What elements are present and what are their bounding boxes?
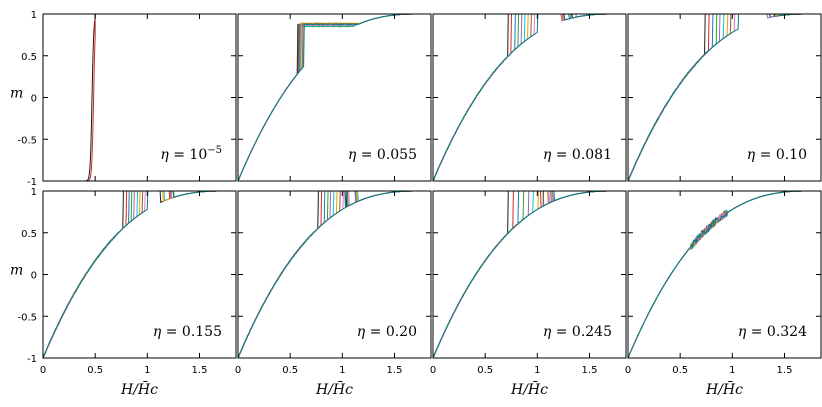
x-tick-label: 1 [534, 365, 540, 376]
y-tick-label: -1 [27, 177, 37, 188]
x-tick-label: 0.5 [477, 365, 493, 376]
x-tick-label: 1.5 [192, 365, 208, 376]
curves-panel-6 [238, 191, 431, 358]
curves-panel-2 [238, 14, 431, 181]
y-tick-label: 0.5 [21, 52, 37, 63]
y-tick-label: 0.5 [21, 229, 37, 240]
x-axis-label: H/H̄c [510, 380, 548, 398]
y-axis-label: m [10, 86, 23, 102]
x-tick-label: 0 [625, 365, 631, 376]
y-axis-label: m [10, 263, 23, 279]
eta-label: η = 0.081 [543, 147, 612, 163]
y-tick-label: 0 [31, 271, 37, 282]
panel-6: 0 0.5 1 1.5 η = 0.20 H/H̄c [235, 190, 432, 398]
curves-panel-8 [628, 191, 821, 358]
curves-panel-4 [628, 14, 821, 181]
series-line [43, 14, 96, 181]
curves-panel-3 [433, 14, 626, 181]
panel-8: 0 0.5 1 1.5 η = 0.324 H/H̄c [625, 190, 822, 398]
series-line [43, 191, 236, 358]
x-tick-label: 1.5 [582, 365, 598, 376]
x-axis-label: H/H̄c [120, 380, 158, 398]
x-tick-label: 1 [339, 365, 345, 376]
y-tick-label: 1 [31, 187, 37, 198]
panel-5: -1 -0.5 0 0.5 1 0 0.5 1 1.5 η = 0.155 m H/H̄c [10, 187, 237, 398]
eta-label: η = 0.10 [747, 147, 807, 163]
eta-label: η = 0.20 [357, 324, 417, 340]
series-line [628, 14, 821, 181]
x-tick-label: 0.5 [282, 365, 298, 376]
series-line [433, 14, 626, 181]
x-tick-label: 1.5 [777, 365, 793, 376]
panel-1: -1 -0.5 0 0.5 1 η = 10−5 m [10, 10, 237, 188]
panel-3: η = 0.081 [432, 13, 627, 182]
x-tick-label: 1 [144, 365, 150, 376]
eta-label: η = 10−5 [160, 145, 222, 163]
panel-4: η = 0.10 [627, 13, 822, 182]
curves-panel-1 [43, 14, 96, 181]
y-tick-label: -1 [27, 354, 37, 365]
eta-label: η = 0.055 [348, 147, 417, 163]
y-tick-label: -0.5 [17, 312, 37, 323]
series-line [238, 14, 431, 181]
curves-panel-7 [433, 191, 626, 358]
panel-2: η = 0.055 [237, 13, 432, 182]
x-tick-label: 0 [235, 365, 241, 376]
x-tick-label: 0 [40, 365, 46, 376]
x-tick-label: 0.5 [672, 365, 688, 376]
series-line [433, 191, 626, 358]
eta-label: η = 0.245 [543, 324, 612, 340]
x-tick-label: 0.5 [87, 365, 103, 376]
x-tick-label: 1 [729, 365, 735, 376]
x-tick-label: 0 [430, 365, 436, 376]
series-line [628, 191, 821, 358]
y-tick-label: 0 [31, 94, 37, 105]
series-line [238, 191, 431, 358]
eta-label: η = 0.155 [153, 324, 222, 340]
panel-7: 0 0.5 1 1.5 η = 0.245 H/H̄c [430, 190, 627, 398]
x-axis-label: H/H̄c [315, 380, 353, 398]
eta-label: η = 0.324 [738, 324, 807, 340]
x-tick-label: 1.5 [387, 365, 403, 376]
y-tick-label: 1 [31, 10, 37, 21]
x-axis-label: H/H̄c [705, 380, 743, 398]
series-line [43, 14, 96, 181]
curves-panel-5 [43, 191, 236, 358]
y-tick-label: -0.5 [17, 135, 37, 146]
